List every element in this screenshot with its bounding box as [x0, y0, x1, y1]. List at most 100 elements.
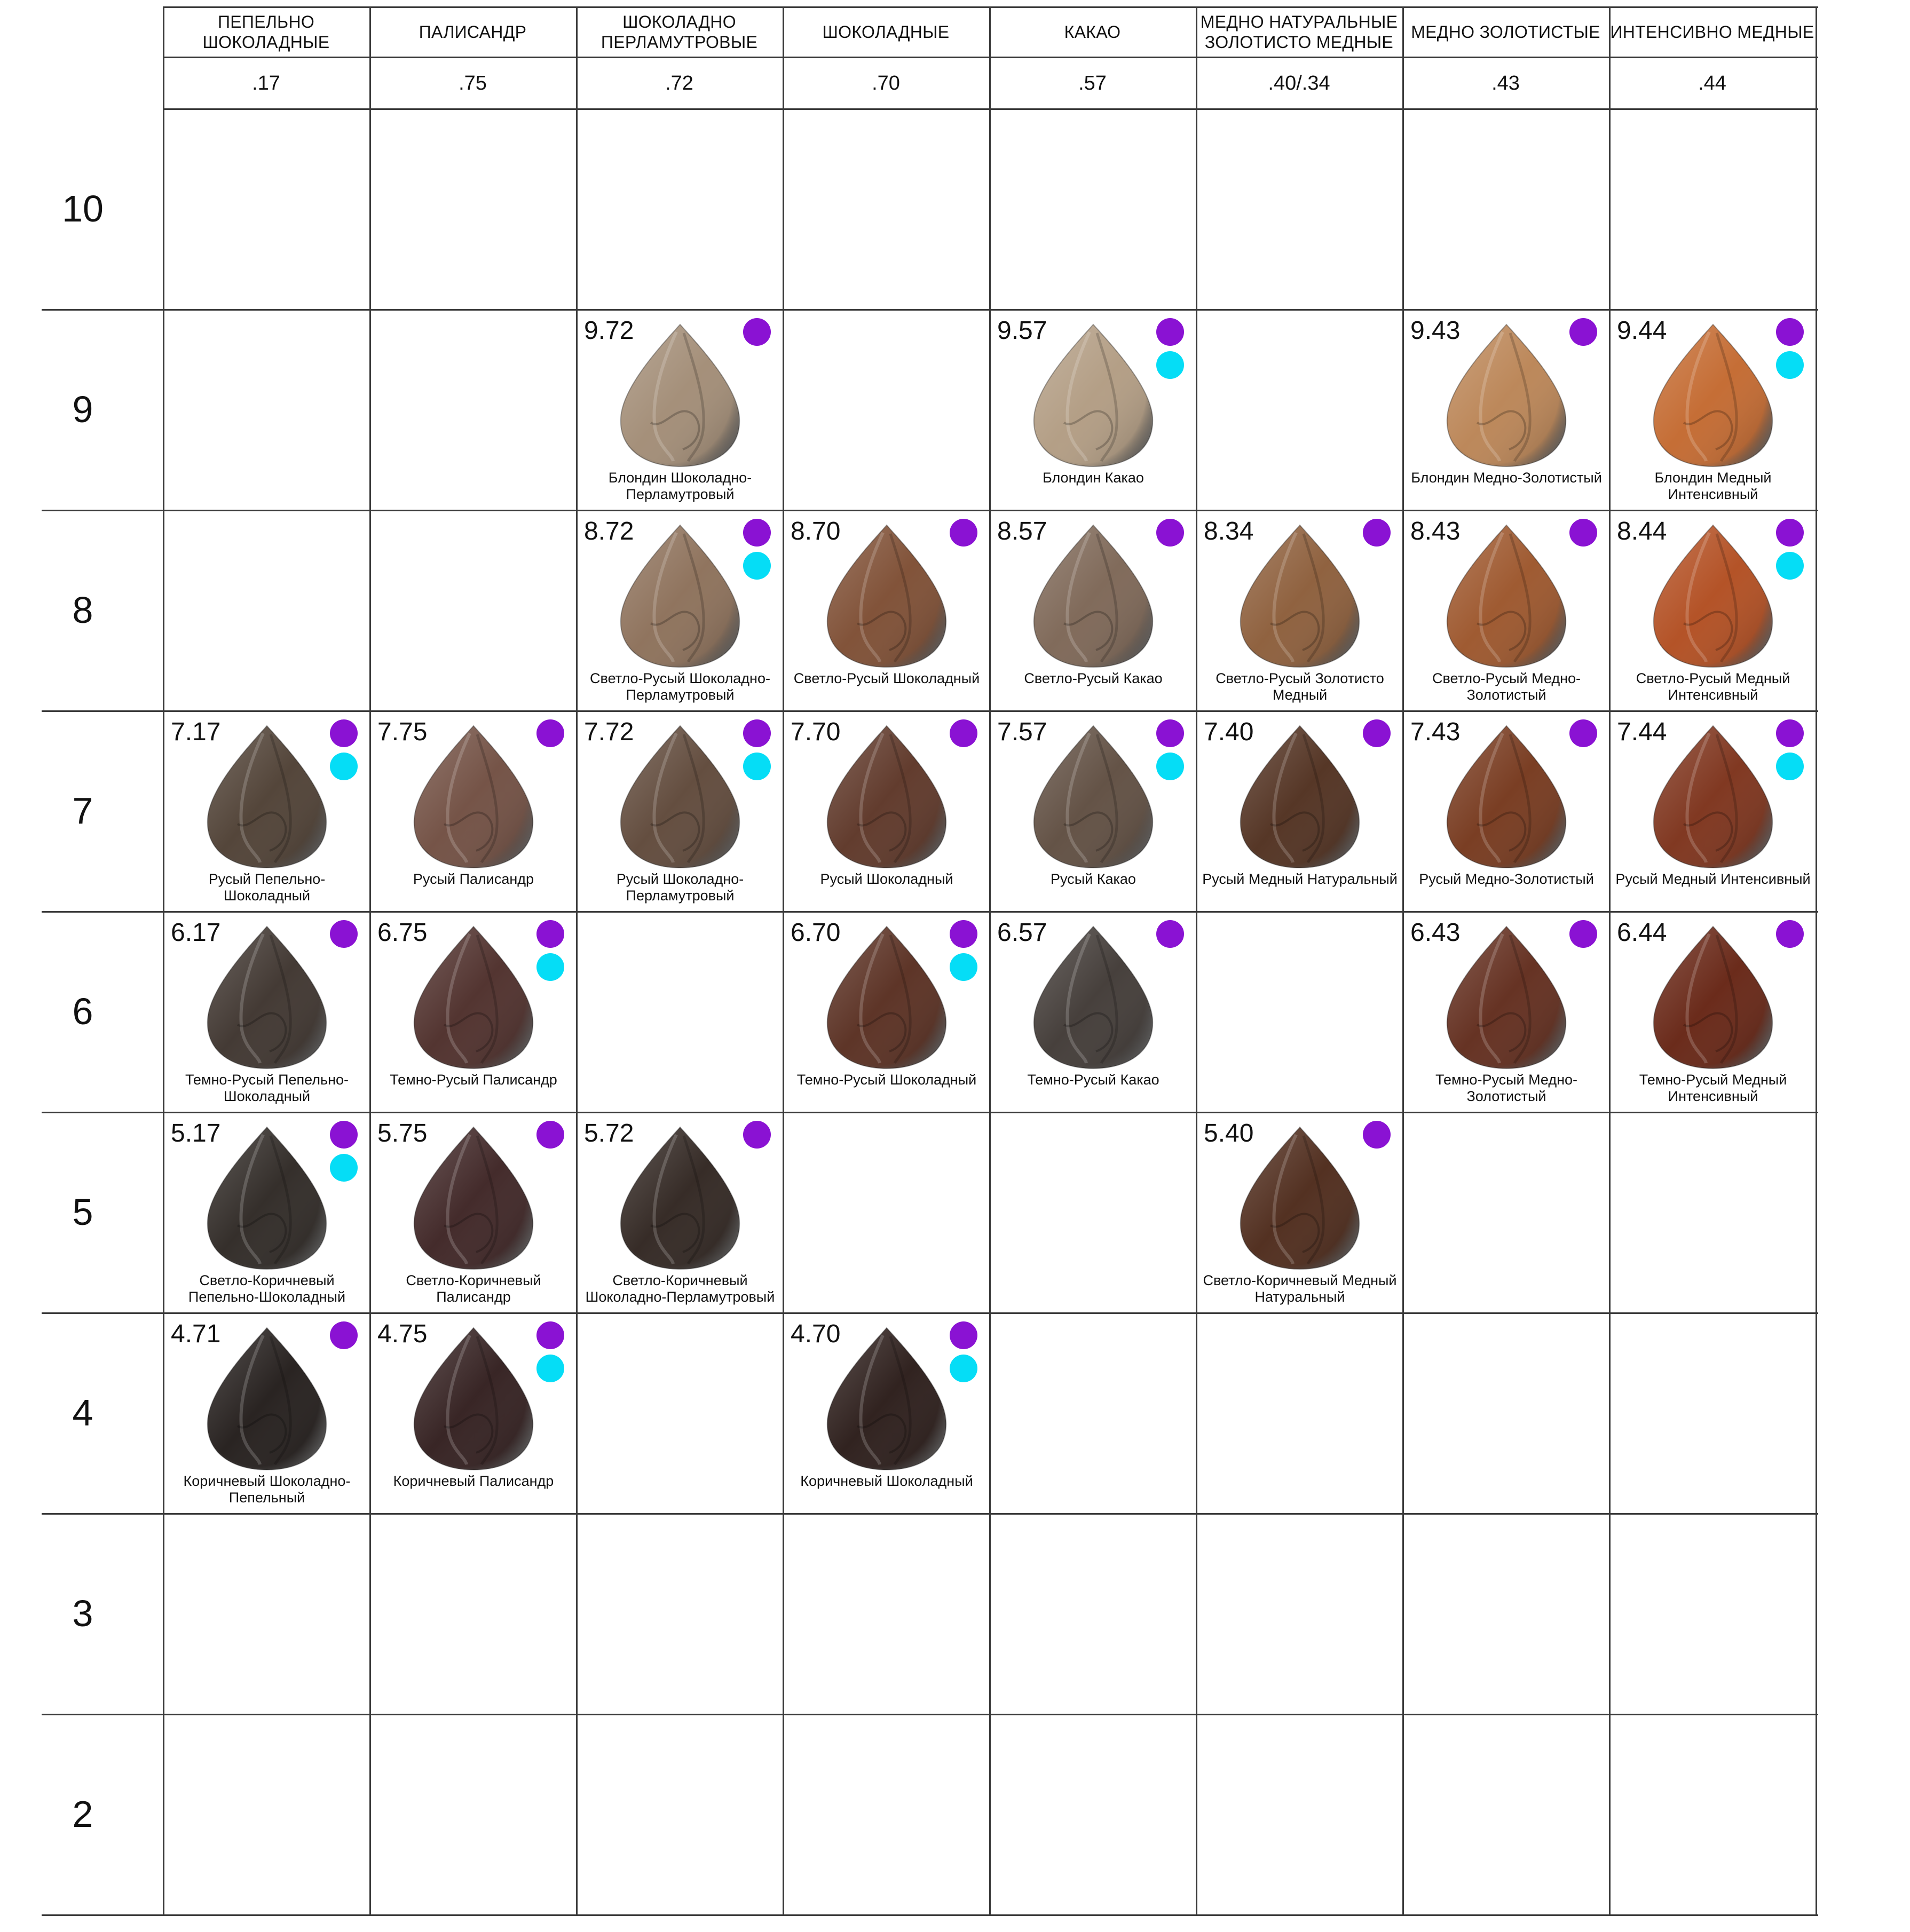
shade-name: Светло-Русый Медный Интенсивный — [1636, 670, 1790, 703]
hair-swatch — [1033, 323, 1154, 468]
row-level-label: 3 — [72, 1593, 93, 1634]
shade-name: Светло-Русый Медно-Золотистый — [1432, 670, 1581, 703]
shade-code: 5.40 — [1204, 1119, 1254, 1147]
color-cell[interactable]: 4.70 Коричневый Шоколадный — [784, 1314, 989, 1513]
color-cell[interactable]: 7.43 Русый Медно-Золотистый — [1404, 712, 1609, 911]
color-cell[interactable]: 4.71 Коричневый Шоколадно-Пепельный — [164, 1314, 369, 1513]
color-cell[interactable]: 7.72 Русый Шоколадно-Перламутровый — [578, 712, 783, 911]
purple-indicator-dot — [1569, 318, 1597, 346]
row-level-label: 8 — [72, 589, 93, 631]
shade-name: Русый Какао — [1051, 871, 1136, 887]
color-cell[interactable]: 6.57 Темно-Русый Какао — [991, 913, 1196, 1112]
grid-line-horizontal — [42, 1112, 1818, 1113]
hair-swatch — [1446, 524, 1567, 668]
color-cell[interactable]: 7.75 Русый Палисандр — [371, 712, 576, 911]
shade-code: 9.57 — [997, 316, 1047, 345]
column-header-code: .44 — [1698, 72, 1726, 94]
shade-code: 4.71 — [171, 1320, 221, 1348]
hair-swatch — [1240, 1126, 1360, 1270]
column-header-code: .57 — [1078, 72, 1107, 94]
color-cell[interactable]: 6.43 Темно-Русый Медно-Золотистый — [1404, 913, 1609, 1112]
shade-name: Светло-Русый Шоколадно-Перламутровый — [590, 670, 770, 703]
grid-line-vertical — [369, 6, 371, 1916]
shade-code: 8.72 — [584, 517, 634, 545]
shade-code: 9.43 — [1410, 316, 1461, 345]
color-cell[interactable]: 7.17 Русый Пепельно-Шоколадный — [164, 712, 369, 911]
color-cell[interactable]: 8.70 Светло-Русый Шоколадный — [784, 511, 989, 710]
column-header-title: ПАЛИСАНДР — [419, 22, 527, 42]
color-cell[interactable]: 4.75 Коричневый Палисандр — [371, 1314, 576, 1513]
purple-indicator-dot — [536, 1121, 564, 1149]
shade-code: 9.72 — [584, 316, 634, 345]
color-cell[interactable]: 8.34 Светло-Русый Золотисто Медный — [1197, 511, 1402, 710]
color-cell[interactable]: 6.44 Темно-Русый Медный Интенсивный — [1611, 913, 1816, 1112]
cyan-indicator-dot — [950, 1355, 977, 1382]
cyan-indicator-dot — [1776, 753, 1804, 780]
purple-indicator-dot — [1776, 318, 1804, 346]
shade-name: Темно-Русый Медно-Золотистый — [1435, 1072, 1578, 1104]
color-cell[interactable]: 8.44 Светло-Русый Медный Интенсивный — [1611, 511, 1816, 710]
row-level-label: 2 — [72, 1793, 93, 1835]
purple-indicator-dot — [950, 519, 977, 547]
color-cell[interactable]: 7.57 Русый Какао — [991, 712, 1196, 911]
color-cell[interactable]: 8.57 Светло-Русый Какао — [991, 511, 1196, 710]
color-cell[interactable]: 5.72 Светло-Коричневый Шоколадно-Перламут… — [578, 1113, 783, 1312]
grid-line-vertical — [163, 6, 164, 1916]
shade-code: 7.72 — [584, 718, 634, 746]
shade-name: Темно-Русый Какао — [1027, 1072, 1159, 1088]
hair-swatch — [1033, 725, 1154, 869]
color-cell[interactable]: 9.44 Блондин Медный Интенсивный — [1611, 311, 1816, 510]
row-level-label: 6 — [72, 991, 93, 1032]
shade-code: 6.17 — [171, 919, 221, 947]
hair-swatch — [826, 725, 947, 869]
hair-swatch — [1446, 725, 1567, 869]
grid-line-vertical — [576, 6, 578, 1916]
color-cell[interactable]: 8.72 Светло-Русый Шоколадно-Перламутровый — [578, 511, 783, 710]
color-cell[interactable]: 7.70 Русый Шоколадный — [784, 712, 989, 911]
shade-name: Блондин Медный Интенсивный — [1654, 470, 1772, 502]
row-level-label: 10 — [62, 188, 104, 229]
grid-line-horizontal — [42, 1914, 1818, 1916]
shade-name: Светло-Русый Шоколадный — [793, 670, 980, 686]
shade-code: 8.57 — [997, 517, 1047, 545]
purple-indicator-dot — [1569, 519, 1597, 547]
purple-indicator-dot — [330, 1121, 358, 1149]
purple-indicator-dot — [950, 1321, 977, 1349]
hair-swatch — [413, 725, 534, 869]
shade-name: Русый Шоколадный — [820, 871, 953, 887]
color-cell[interactable]: 6.75 Темно-Русый Палисандр — [371, 913, 576, 1112]
purple-indicator-dot — [743, 318, 771, 346]
cyan-indicator-dot — [536, 1355, 564, 1382]
color-cell[interactable]: 8.43 Светло-Русый Медно-Золотистый — [1404, 511, 1609, 710]
hair-swatch — [620, 323, 740, 468]
column-header-code: .17 — [252, 72, 280, 94]
column-header-title: ШОКОЛАДНО ПЕРЛАМУТРОВЫЕ — [601, 12, 758, 52]
color-cell[interactable]: 6.70 Темно-Русый Шоколадный — [784, 913, 989, 1112]
color-cell[interactable]: 5.75 Светло-Коричневый Палисандр — [371, 1113, 576, 1312]
purple-indicator-dot — [536, 719, 564, 747]
shade-name: Светло-Русый Золотисто Медный — [1216, 670, 1384, 703]
shade-name: Светло-Коричневый Медный Натуральный — [1203, 1272, 1397, 1305]
shade-name: Светло-Коричневый Шоколадно-Перламутровы… — [585, 1272, 775, 1305]
shade-name: Блондин Медно-Золотистый — [1411, 470, 1602, 486]
purple-indicator-dot — [330, 719, 358, 747]
color-cell[interactable]: 5.40 Светло-Коричневый Медный Натуральный — [1197, 1113, 1402, 1312]
purple-indicator-dot — [743, 1121, 771, 1149]
color-cell[interactable]: 7.40 Русый Медный Натуральный — [1197, 712, 1402, 911]
purple-indicator-dot — [1776, 719, 1804, 747]
color-cell[interactable]: 9.43 Блондин Медно-Золотистый — [1404, 311, 1609, 510]
color-cell[interactable]: 9.72 Блондин Шоколадно-Перламутровый — [578, 311, 783, 510]
color-cell[interactable]: 6.17 Темно-Русый Пепельно-Шоколадный — [164, 913, 369, 1112]
grid-line-horizontal — [42, 1312, 1818, 1314]
hair-swatch — [1240, 524, 1360, 668]
color-cell[interactable]: 7.44 Русый Медный Интенсивный — [1611, 712, 1816, 911]
color-cell[interactable]: 5.17 Светло-Коричневый Пепельно-Шоколадны… — [164, 1113, 369, 1312]
column-header-title: МЕДНО НАТУРАЛЬНЫЕ ЗОЛОТИСТО МЕДНЫЕ — [1200, 12, 1398, 52]
purple-indicator-dot — [1156, 318, 1184, 346]
shade-name: Коричневый Палисандр — [393, 1473, 554, 1489]
color-cell[interactable]: 9.57 Блондин Какао — [991, 311, 1196, 510]
hair-swatch — [1033, 524, 1154, 668]
hair-swatch — [1446, 925, 1567, 1070]
shade-name: Русый Медный Натуральный — [1202, 871, 1398, 887]
